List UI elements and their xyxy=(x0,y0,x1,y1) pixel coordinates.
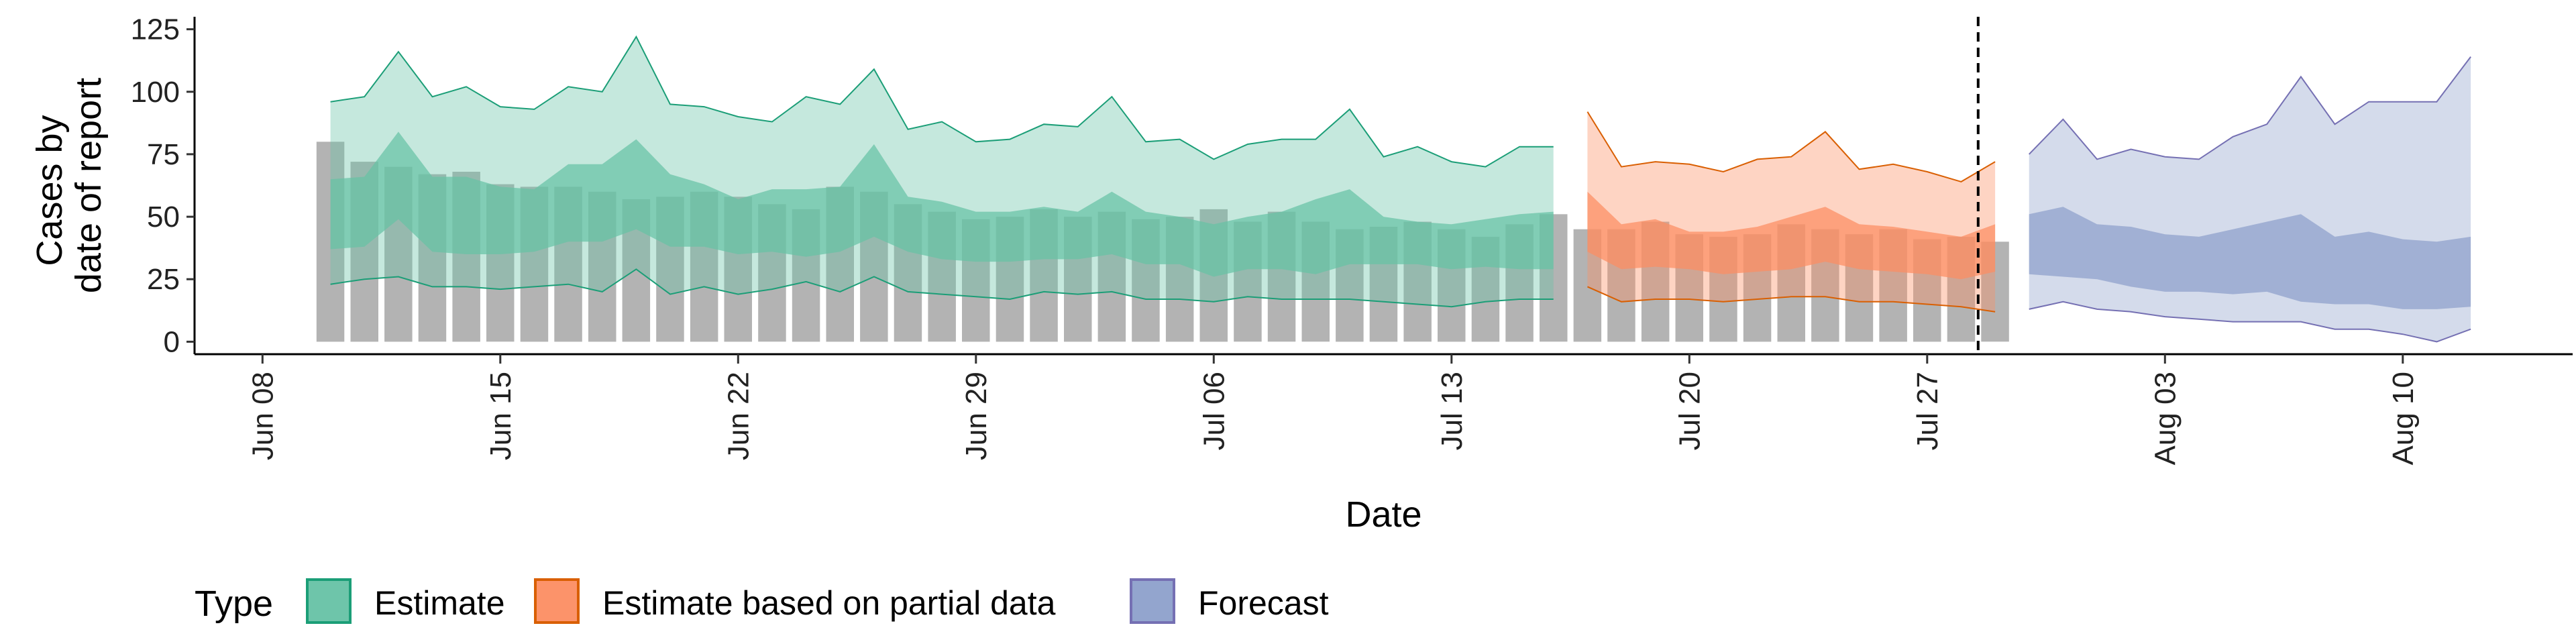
y-axis-title-line-2: date of report xyxy=(68,78,109,293)
legend-swatch-1 xyxy=(534,578,580,624)
band-lower-line-series-0 xyxy=(330,268,1554,308)
y-axis-title-line-1: Cases by xyxy=(30,115,70,266)
x-tick-label-9: Aug 10 xyxy=(2387,372,2420,465)
legend-label-0: Estimate xyxy=(374,584,505,622)
band-outer-series-0 xyxy=(330,36,1554,307)
legend: Type Estimate Estimate based on partial d… xyxy=(195,578,1329,624)
x-axis-title: Date xyxy=(1345,494,1421,535)
band-outer-series-1 xyxy=(1587,111,1996,312)
axes-layer xyxy=(193,17,2573,356)
legend-items: Estimate Estimate based on partial data Fo… xyxy=(306,578,1329,624)
legend-swatch-2 xyxy=(1130,578,1175,624)
x-tick-label-3: Jun 29 xyxy=(960,372,993,460)
y-tick-label-0: 0 xyxy=(164,325,180,358)
x-ticks: Jun 08 Jun 15 Jun 22 Jun 29 Jul 06 Jul 13 Jul … xyxy=(246,354,2420,465)
x-tick-label-5: Jul 13 xyxy=(1436,372,1468,450)
band-inner-series-1 xyxy=(1587,191,1996,280)
band-lower-line-series-1 xyxy=(1587,286,1996,313)
band-upper-line-series-2 xyxy=(2028,56,2471,160)
x-tick-label-0: Jun 08 xyxy=(246,372,279,460)
band-upper-line-series-1 xyxy=(1587,111,1996,182)
y-tick-label-2: 50 xyxy=(147,201,180,233)
legend-label-1: Estimate based on partial data xyxy=(602,584,1056,622)
x-tick-label-6: Jul 20 xyxy=(1673,372,1706,450)
band-lower-line-series-2 xyxy=(2029,301,2471,343)
band-inner-series-0 xyxy=(330,131,1554,277)
x-tick-label-8: Aug 03 xyxy=(2149,372,2182,465)
y-axis-title: Cases by date of report xyxy=(30,78,109,293)
legend-title: Type xyxy=(195,584,273,624)
y-tick-label-4: 100 xyxy=(131,76,180,109)
y-tick-label-3: 75 xyxy=(147,138,180,171)
x-tick-label-2: Jun 22 xyxy=(722,372,755,460)
x-tick-label-4: Jul 06 xyxy=(1197,372,1230,450)
band-upper-line-series-0 xyxy=(330,35,1554,168)
y-ticks: 0 25 50 75 100 125 xyxy=(131,13,195,358)
x-tick-label-7: Jul 27 xyxy=(1911,372,1944,450)
legend-label-2: Forecast xyxy=(1198,584,1329,622)
legend-swatch-0 xyxy=(306,578,352,624)
bands-layer xyxy=(330,35,2471,343)
y-tick-label-5: 125 xyxy=(131,13,180,46)
band-inner-series-2 xyxy=(2029,207,2471,309)
y-tick-label-1: 25 xyxy=(147,263,180,296)
x-tick-label-1: Jun 15 xyxy=(484,372,517,460)
